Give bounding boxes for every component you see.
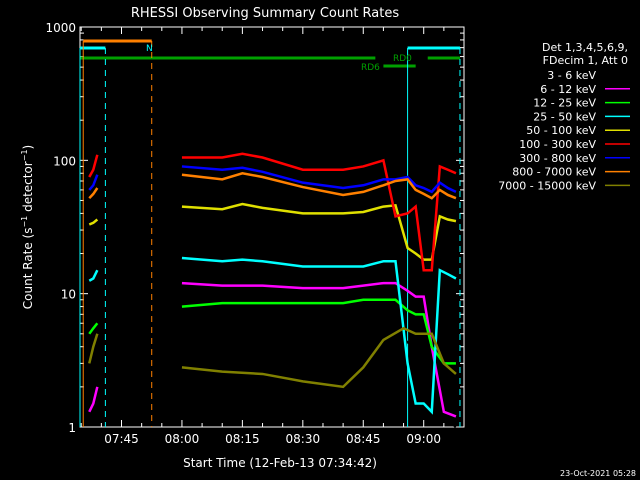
x-tick-label: 08:15 (225, 432, 260, 446)
footer-date: 23-Oct-2021 05:28 (560, 469, 636, 478)
series-line (181, 171, 457, 200)
legend-header-line2: FDecim 1, Att 0 (543, 54, 628, 67)
x-tick-label: 08:30 (286, 432, 321, 446)
axis-ticks: 07:45 08:00 08:15 08:30 08:45 09:00 1 10 100 1000 (45, 21, 465, 446)
y-axis-label: Count Rate (s−1 detector−1) (20, 145, 35, 309)
series-12-25keV (88, 298, 456, 365)
night-flag-label: N (146, 44, 153, 54)
series-7000-15000keV (88, 326, 457, 389)
legend-entry-label: 50 - 100 keV (526, 124, 596, 137)
series-800-7000keV (88, 171, 457, 200)
series-line (181, 165, 457, 194)
series-line (181, 152, 457, 272)
series-25-50keV (88, 256, 457, 415)
series-3-6keV (88, 338, 457, 428)
plot-frame (79, 26, 465, 428)
x-tick-label: 09:00 (406, 432, 441, 446)
legend-entry-label: 800 - 7000 keV (512, 166, 596, 179)
series-line (181, 298, 456, 365)
series-50-100keV (88, 202, 457, 261)
legend-entry-label: 6 - 12 keV (540, 83, 596, 96)
series-line (181, 256, 457, 415)
series-line (88, 154, 99, 178)
x-tick-label: 08:45 (346, 432, 381, 446)
series-line (88, 269, 99, 282)
x-axis-label: Start Time (12-Feb-13 07:34:42) (183, 456, 377, 470)
series-line (88, 386, 99, 413)
series-300-800keV (88, 165, 457, 194)
legend-entry-label: 7000 - 15000 keV (498, 179, 596, 192)
rd6-flag-label: RD6 (361, 63, 380, 73)
legend-entry-label: 12 - 25 keV (533, 97, 596, 110)
rd0-flag-label: RD0 (393, 54, 412, 64)
legend-header-line1: Det 1,3,4,5,6,9, (542, 41, 628, 54)
series-line (88, 187, 99, 200)
chart-title: RHESSI Observing Summary Count Rates (131, 6, 400, 21)
series-line (88, 333, 99, 364)
series-100-300keV (88, 152, 457, 272)
legend-entry-label: 300 - 800 keV (519, 152, 596, 165)
series-line (181, 326, 457, 389)
legend-entry-label: 3 - 6 keV (547, 69, 596, 82)
y-tick-label: 100 (53, 154, 76, 168)
data-series (88, 152, 457, 428)
series-line (88, 218, 99, 226)
legend-entry-label: 25 - 50 keV (533, 110, 596, 123)
y-tick-label: 1000 (45, 21, 76, 35)
legend-entry-label: 100 - 300 keV (519, 138, 596, 151)
series-line (88, 174, 99, 191)
y-tick-label: 10 (61, 288, 76, 302)
x-tick-label: 07:45 (104, 432, 139, 446)
series-line (88, 353, 99, 388)
x-tick-label: 08:00 (165, 432, 200, 446)
series-line (88, 322, 99, 335)
y-tick-label: 1 (68, 421, 76, 435)
series-line (181, 202, 457, 261)
